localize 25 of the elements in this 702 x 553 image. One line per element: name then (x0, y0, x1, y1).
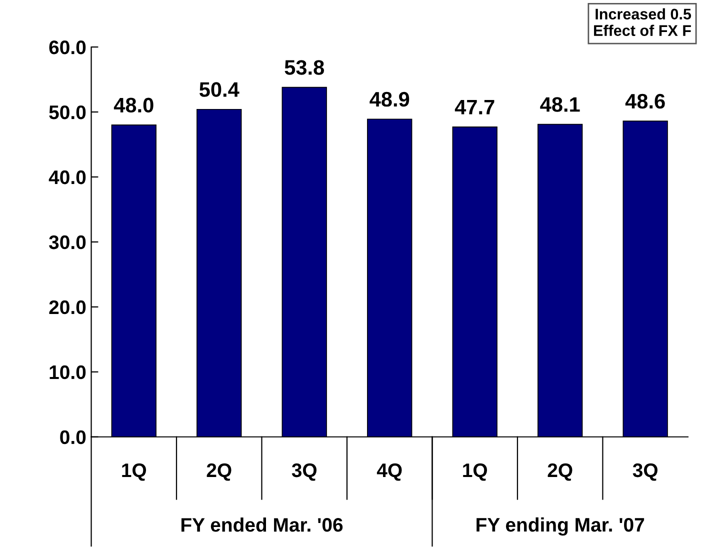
x-tick-label: 1Q (463, 463, 488, 481)
x-tick-label: 3Q (632, 463, 658, 481)
y-tick-label: 20.0 (49, 300, 86, 314)
data-label: 48.1 (540, 97, 580, 112)
text: FY ended Mar. '06 (181, 517, 343, 532)
y-tick-label: 0.0 (60, 430, 86, 444)
x-tick-label: 2Q (548, 463, 572, 481)
y-tick-label: 40.0 (48, 170, 86, 184)
data-label: 48.9 (370, 92, 410, 107)
data-label: 48.6 (625, 94, 665, 109)
text: FY ending Mar. '07 (476, 517, 644, 536)
data-label: 50.4 (199, 82, 240, 97)
data-label: 48.0 (114, 98, 154, 113)
data-label: 53.8 (284, 60, 324, 75)
y-tick-label: 50.0 (49, 105, 86, 120)
data-label: 47.7 (454, 100, 494, 114)
y-tick-label: 30.0 (49, 235, 86, 250)
x-tick-label: 1Q (122, 463, 146, 481)
x-tick-label: 3Q (292, 463, 317, 481)
text: Increased 0.5 (596, 8, 692, 20)
x-tick-label: 2Q (206, 463, 232, 481)
text: Effect of FX F (594, 24, 691, 36)
y-tick-label: 60.0 (49, 40, 86, 54)
y-tick-label: 10.0 (50, 365, 86, 380)
x-tick-label: 4Q (376, 463, 402, 481)
